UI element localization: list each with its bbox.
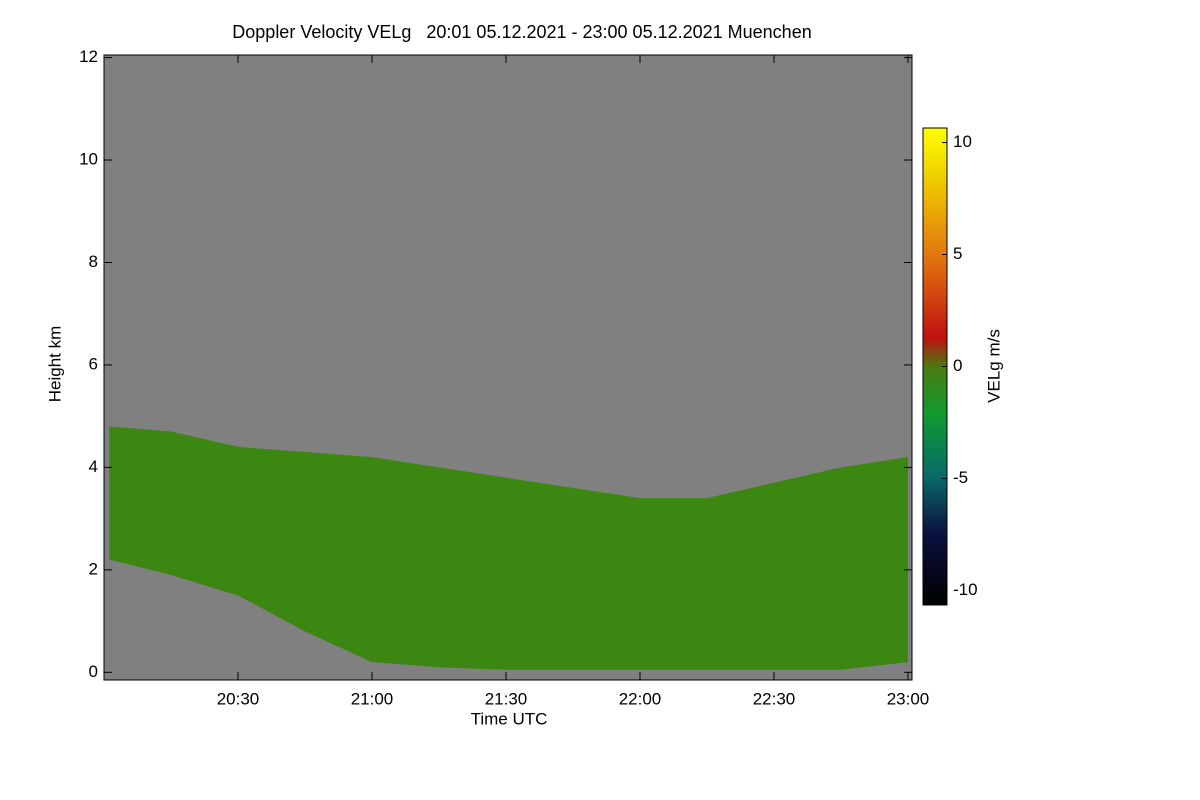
y-tick-label: 4 xyxy=(89,457,98,476)
colorbar-tick-label: -10 xyxy=(953,580,978,599)
y-tick-label: 12 xyxy=(79,47,98,66)
x-tick-label: 21:30 xyxy=(485,689,528,708)
y-axis-label: Height km xyxy=(45,326,64,403)
y-tick-label: 2 xyxy=(89,559,98,578)
x-axis-label: Time UTC xyxy=(471,709,548,728)
colorbar-tick-label: 5 xyxy=(953,244,962,263)
plot-frame xyxy=(103,54,913,681)
cloud-area xyxy=(109,426,908,670)
colorbar-tick-label: -5 xyxy=(953,468,968,487)
x-tick-label: 23:00 xyxy=(887,689,930,708)
colorbar-tick-label: 10 xyxy=(953,132,972,151)
y-tick-label: 10 xyxy=(79,150,98,169)
colorbar-tick-label: 0 xyxy=(953,356,962,375)
colorbar xyxy=(922,127,948,606)
chart-title: Doppler Velocity VELg 20:01 05.12.2021 -… xyxy=(232,22,811,42)
y-tick-label: 0 xyxy=(89,662,98,681)
x-tick-label: 22:30 xyxy=(753,689,796,708)
x-tick-label: 20:30 xyxy=(217,689,260,708)
x-tick-label: 22:00 xyxy=(619,689,662,708)
colorbar-label: VELg m/s xyxy=(984,329,1003,403)
x-tick-label: 21:00 xyxy=(351,689,394,708)
y-tick-label: 8 xyxy=(89,252,98,271)
y-tick-label: 6 xyxy=(89,354,98,373)
